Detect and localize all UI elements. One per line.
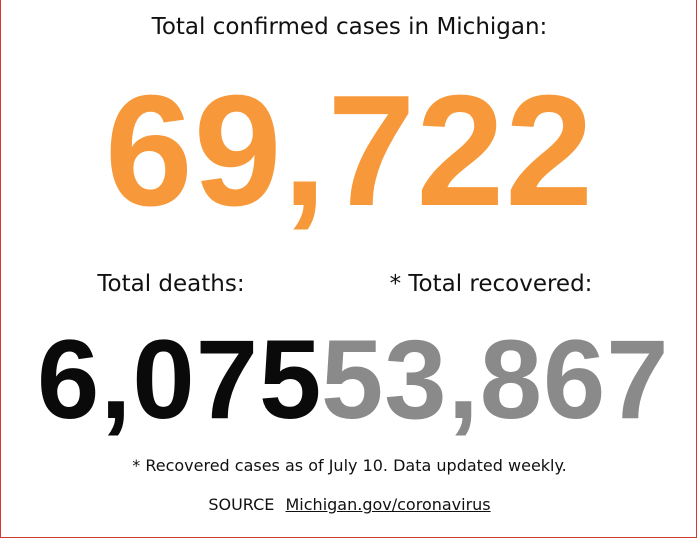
recovered-count: 53,867 (321, 317, 670, 442)
recovered-footnote: * Recovered cases as of July 10. Data up… (132, 456, 567, 475)
source-link[interactable]: Michigan.gov/coronavirus (285, 495, 491, 514)
confirmed-cases-count: 69,722 (104, 63, 595, 239)
source-prefix: SOURCE (208, 495, 275, 514)
deaths-label: Total deaths: (97, 271, 245, 297)
deaths-count: 6,075 (37, 317, 323, 442)
recovered-label: * Total recovered: (389, 271, 593, 297)
confirmed-cases-heading: Total confirmed cases in Michigan: (151, 14, 548, 40)
source-line: SOURCE Michigan.gov/coronavirus (1, 494, 697, 516)
